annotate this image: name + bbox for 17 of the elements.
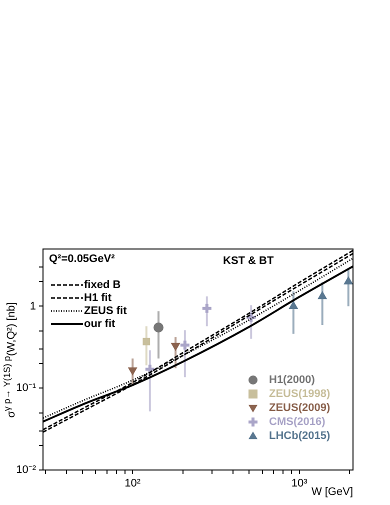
y-tick-label: 10⁻²: [16, 464, 36, 476]
legend-label: our fit: [84, 318, 116, 330]
legend-label: LHCb(2015): [269, 430, 330, 442]
legend-label: ZEUS fit: [84, 305, 128, 318]
legend-label: fixed B: [84, 279, 121, 292]
annotation: KST & BT: [223, 255, 274, 267]
legend-label: ZEUS(1998): [269, 388, 330, 400]
y-tick-label: 10⁻¹: [16, 382, 36, 394]
x-tick-label: 10³: [291, 478, 308, 490]
legend-label: H1(2000): [269, 374, 316, 386]
legend-label: CMS(2016): [269, 416, 326, 428]
legend-label: H1 fit: [84, 292, 112, 304]
x-tick-label: 10²: [124, 478, 141, 490]
legend-label: ZEUS(2009): [269, 402, 330, 414]
annotation: Q²=0.05GeV²: [49, 253, 115, 265]
y-tick-label: 1: [30, 300, 36, 312]
x-axis-title: W [GeV]: [311, 486, 353, 498]
